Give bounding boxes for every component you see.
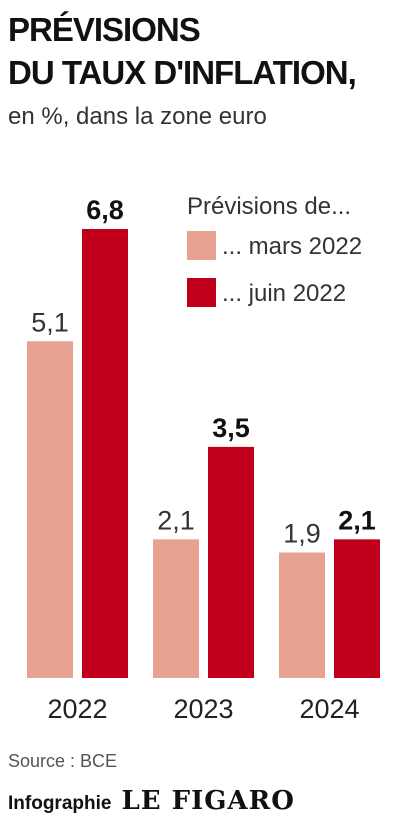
title-line-2: DU TAUX D'INFLATION, xyxy=(8,54,357,91)
legend-swatch-mars xyxy=(187,231,216,260)
data-label-2024-juin: 2,1 xyxy=(338,505,376,535)
source-note: Source : BCE xyxy=(8,751,118,771)
chart-title: PRÉVISIONS DU TAUX D'INFLATION, xyxy=(8,8,357,94)
legend-label-juin: ... juin 2022 xyxy=(222,280,346,307)
data-label-2022-juin: 6,8 xyxy=(86,195,124,225)
legend-swatch-juin xyxy=(187,278,216,307)
credit-label: Infographie xyxy=(8,793,112,814)
bar-2022-mars xyxy=(27,341,73,678)
bar-2022-juin xyxy=(82,229,128,678)
x-tick-2022: 2022 xyxy=(47,694,107,724)
bar-2023-mars xyxy=(153,539,199,678)
data-label-2023-mars: 2,1 xyxy=(157,505,195,535)
title-line-1: PRÉVISIONS xyxy=(8,11,201,48)
x-tick-2023: 2023 xyxy=(173,694,233,724)
data-label-2024-mars: 1,9 xyxy=(283,519,321,549)
bar-2023-juin xyxy=(208,446,254,678)
credit-line: Infographie LE FIGARO xyxy=(8,786,295,816)
chart-subtitle: en %, dans la zone euro xyxy=(8,103,267,130)
data-label-2023-juin: 3,5 xyxy=(212,413,250,443)
legend-title: Prévisions de... xyxy=(187,193,351,220)
bar-2024-juin xyxy=(334,539,380,678)
data-label-2022-mars: 5,1 xyxy=(31,307,69,337)
legend-label-mars: ... mars 2022 xyxy=(222,233,362,260)
x-tick-2024: 2024 xyxy=(299,694,359,724)
bar-chart: 5,1 6,8 2022 2,1 3,5 2023 1,9 2,1 2024 Prévisions… xyxy=(27,193,380,724)
brand-logo: LE FIGARO xyxy=(121,786,295,816)
bar-2024-mars xyxy=(279,552,325,678)
